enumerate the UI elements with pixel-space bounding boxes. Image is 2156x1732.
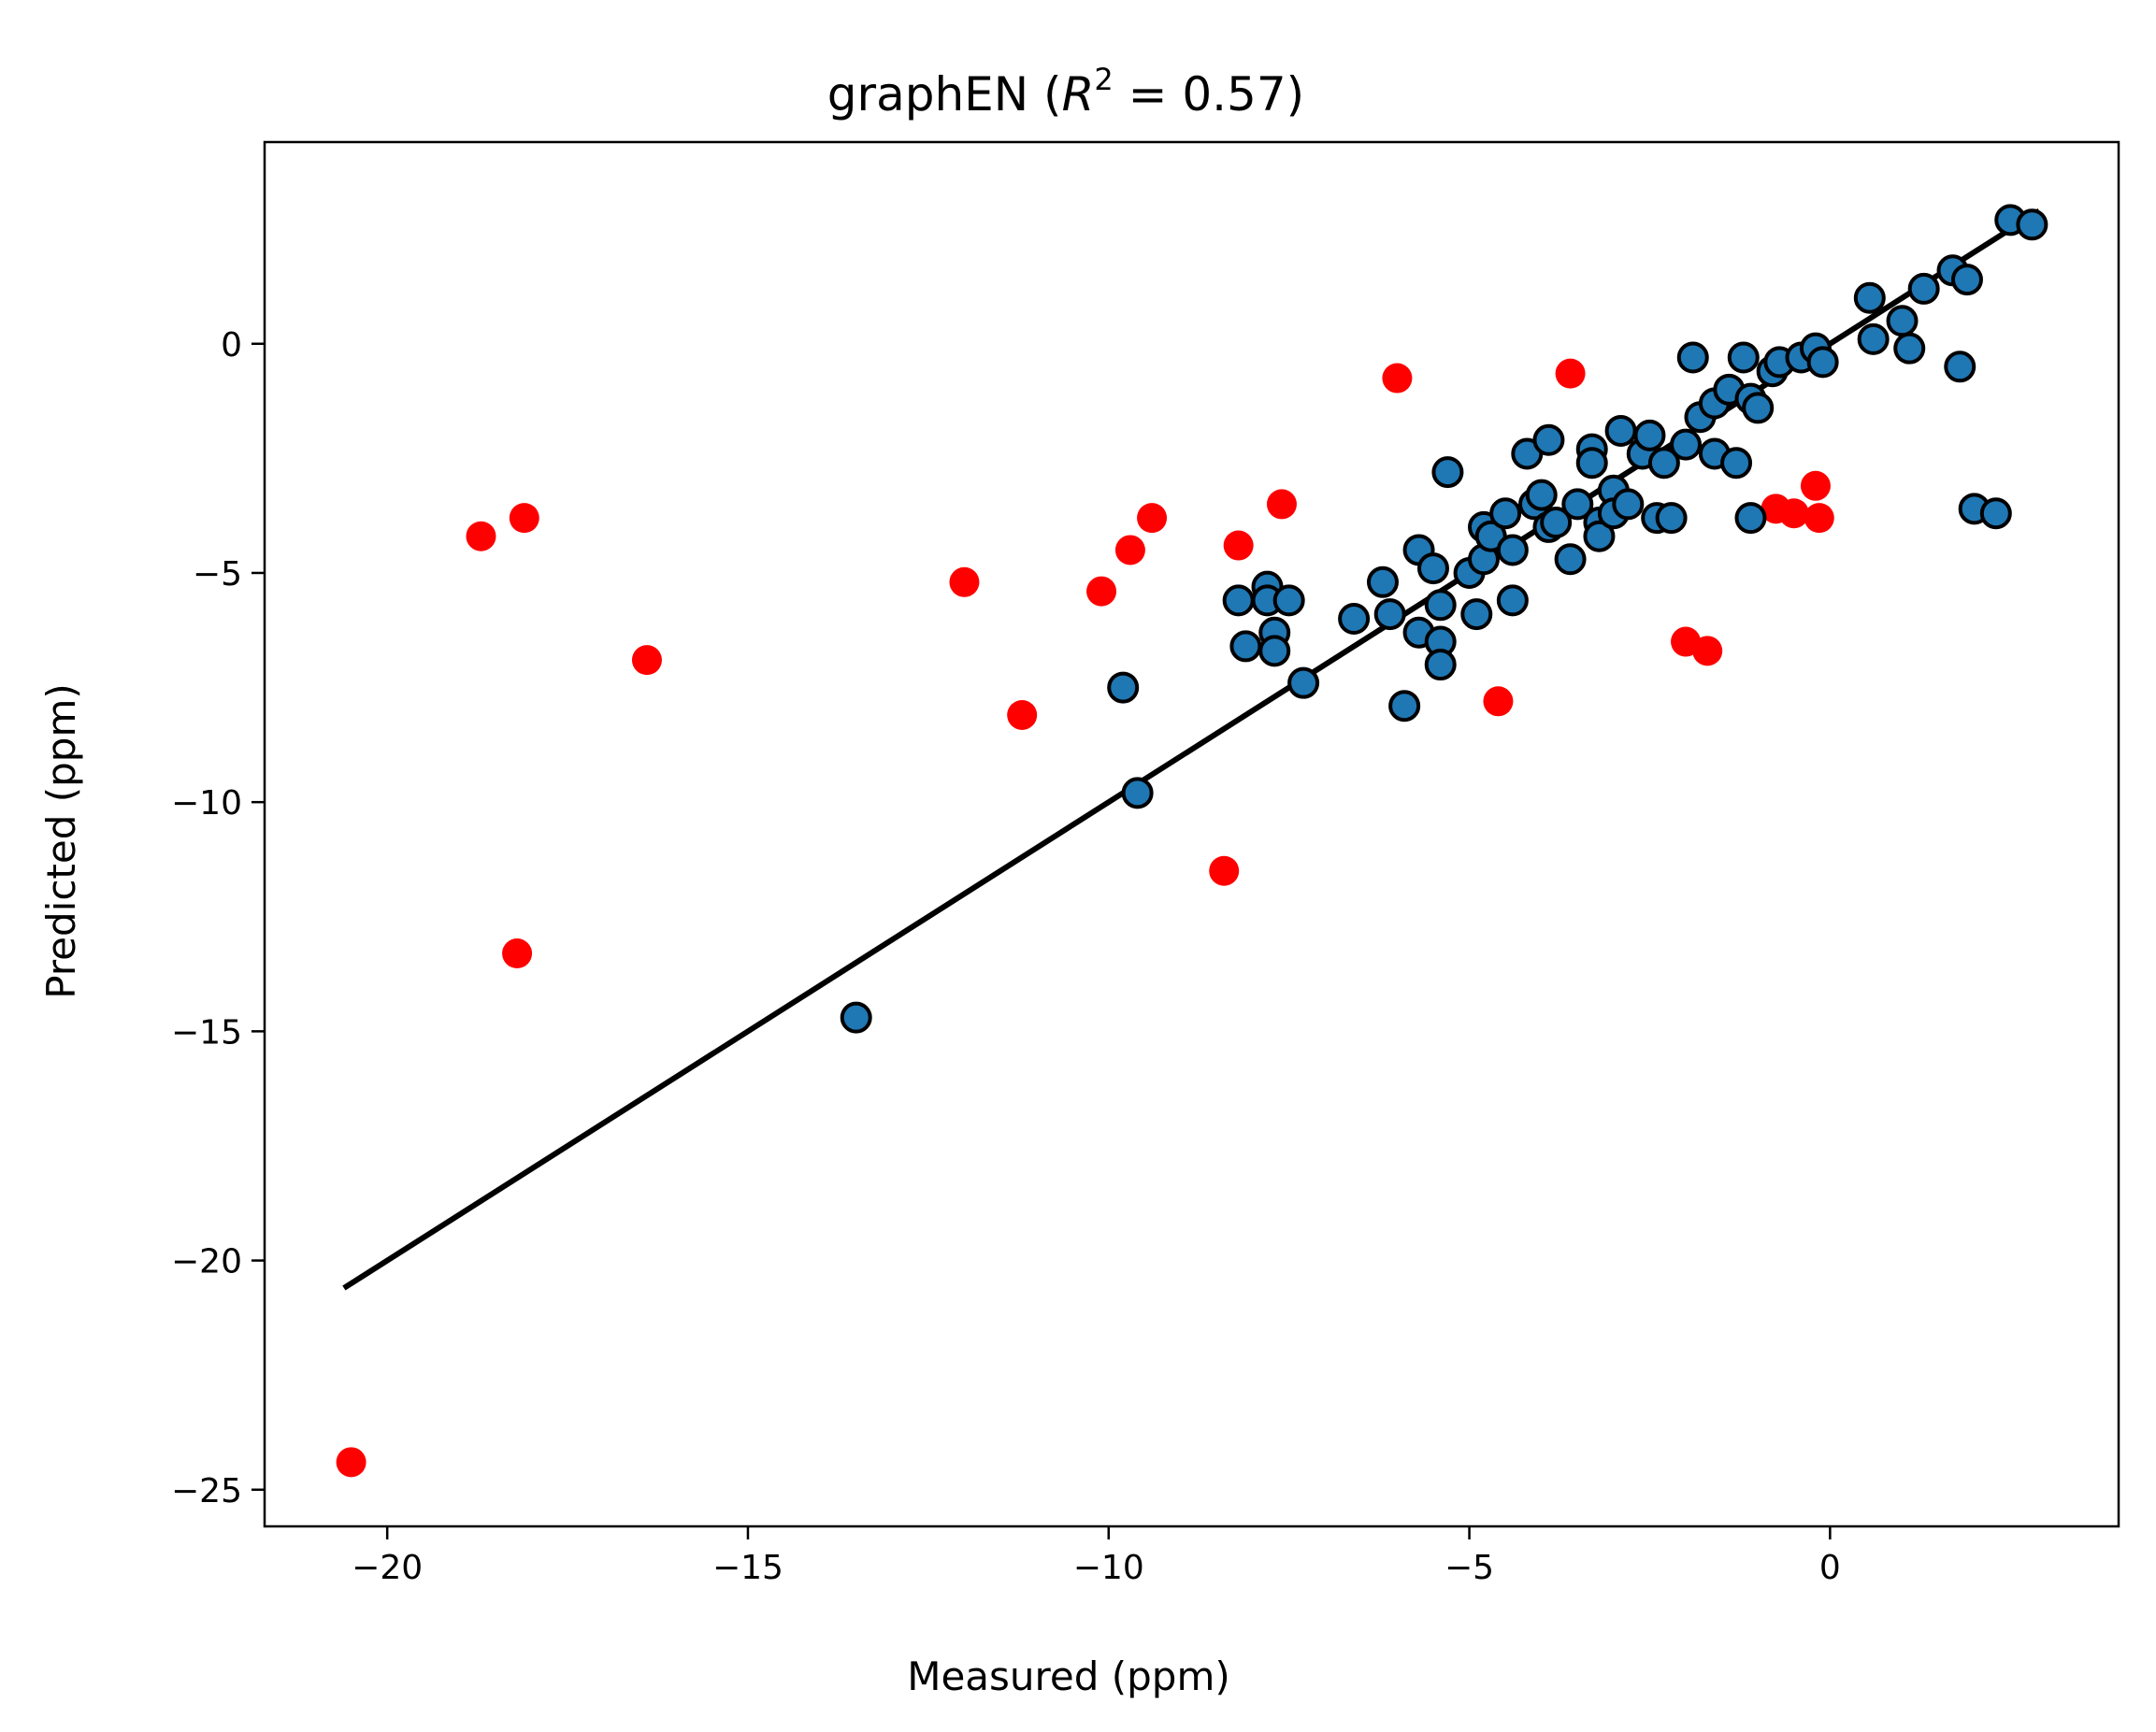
chart-title-var: R — [1062, 67, 1095, 122]
data-point-blue — [1121, 777, 1154, 809]
data-point-red — [949, 566, 980, 597]
y-tick-label: −20 — [171, 1243, 242, 1281]
y-tick-label: −15 — [171, 1013, 242, 1052]
data-point-red — [1483, 686, 1514, 717]
data-point-blue — [2016, 208, 2048, 241]
data-point-red — [1137, 503, 1168, 534]
chart-title: graphEN (R2 = 0.57) — [827, 62, 1304, 122]
data-point-blue — [1950, 264, 1983, 296]
data-point-blue — [1806, 346, 1839, 379]
data-point-red — [1223, 530, 1254, 561]
x-tick-label: −15 — [712, 1549, 783, 1587]
data-point-blue — [1647, 447, 1680, 480]
data-point-red — [1266, 489, 1297, 520]
data-point-blue — [1229, 630, 1262, 663]
data-point-blue — [1222, 584, 1255, 617]
chart-title-prefix: graphEN ( — [827, 67, 1062, 122]
x-tick-label: 0 — [1819, 1549, 1841, 1587]
data-point-blue — [1388, 690, 1421, 723]
data-point-blue — [1107, 671, 1140, 704]
data-point-blue — [1655, 502, 1688, 535]
data-point-blue — [1893, 332, 1926, 365]
data-point-blue — [1604, 414, 1637, 447]
data-point-blue — [1583, 520, 1616, 552]
data-point-blue — [1489, 497, 1522, 530]
data-point-blue — [1727, 341, 1760, 374]
plot-frame — [263, 140, 2120, 1528]
data-point-blue — [1424, 649, 1457, 681]
data-point-blue — [1886, 305, 1919, 337]
x-tick-label: −10 — [1073, 1549, 1144, 1587]
y-axis-label: Predicted (ppm) — [38, 683, 84, 999]
data-point-red — [1778, 498, 1809, 529]
data-point-blue — [1575, 447, 1608, 480]
data-point-blue — [1540, 507, 1573, 539]
data-point-red — [1114, 535, 1145, 565]
data-point-blue — [1907, 272, 1940, 305]
data-point-red — [631, 645, 662, 676]
y-tick-label: −5 — [193, 555, 242, 594]
data-point-blue — [1272, 584, 1305, 617]
data-point-blue — [1944, 351, 1976, 383]
data-point-red — [502, 938, 533, 969]
data-point-blue — [1496, 584, 1529, 617]
data-point-blue — [1416, 552, 1449, 585]
data-point-blue — [1496, 534, 1529, 566]
plot-area: −20 −15 −10 −5 0 −25 −20 −15 −10 −5 0 — [171, 140, 2120, 1587]
data-point-blue — [1857, 322, 1890, 355]
y-tick-label: −10 — [171, 784, 242, 823]
data-point-blue — [1742, 392, 1775, 424]
data-point-red — [1692, 636, 1723, 666]
data-point-blue — [1287, 666, 1320, 699]
data-point-blue — [840, 1001, 872, 1034]
data-point-red — [336, 1447, 367, 1478]
data-point-blue — [1734, 502, 1767, 535]
data-point-blue — [1979, 497, 2012, 530]
data-point-blue — [1676, 341, 1709, 374]
data-point-blue — [1424, 589, 1457, 622]
data-point-red — [1086, 576, 1117, 607]
x-axis-label: Measured (ppm) — [907, 1653, 1230, 1699]
chart-title-suffix: = 0.57) — [1114, 67, 1305, 122]
data-point-blue — [1720, 447, 1753, 480]
data-point-blue — [1525, 479, 1558, 511]
data-point-red — [1804, 503, 1834, 534]
data-point-blue — [1431, 456, 1464, 489]
data-point-blue — [1561, 488, 1594, 521]
data-point-blue — [1373, 598, 1406, 631]
x-tick-label: −20 — [352, 1549, 423, 1587]
data-point-red — [1209, 855, 1240, 886]
x-tick-label: −5 — [1445, 1549, 1494, 1587]
data-point-blue — [1258, 635, 1291, 667]
data-point-blue — [1460, 598, 1493, 631]
data-point-red — [1800, 470, 1831, 501]
data-point-red — [466, 521, 496, 551]
y-tick-label: 0 — [221, 326, 242, 365]
data-point-blue — [1633, 419, 1666, 451]
data-point-blue — [1612, 488, 1645, 521]
data-point-blue — [1366, 565, 1399, 598]
data-point-blue — [1532, 423, 1565, 456]
data-point-blue — [1554, 543, 1587, 576]
data-point-blue — [1853, 281, 1886, 314]
data-point-red — [1382, 363, 1413, 394]
chart-title-sup: 2 — [1094, 62, 1113, 97]
data-point-blue — [1670, 428, 1703, 461]
data-point-red — [509, 503, 539, 534]
y-tick-label: −25 — [171, 1472, 242, 1510]
data-point-red — [1555, 358, 1586, 389]
data-point-blue — [1338, 603, 1371, 636]
data-point-red — [1007, 699, 1038, 730]
